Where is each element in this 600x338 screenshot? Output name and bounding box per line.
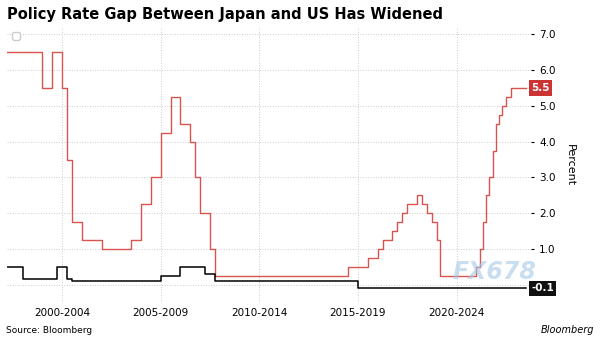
Text: FX678: FX678: [452, 260, 536, 284]
Legend: : [12, 32, 20, 40]
Text: Source: Bloomberg: Source: Bloomberg: [6, 325, 92, 335]
Text: Policy Rate Gap Between Japan and US Has Widened: Policy Rate Gap Between Japan and US Has…: [7, 7, 443, 22]
Text: -0.1: -0.1: [531, 283, 554, 293]
Y-axis label: Percent: Percent: [565, 144, 575, 186]
Text: 5.5: 5.5: [531, 83, 550, 93]
Text: Bloomberg: Bloomberg: [541, 324, 594, 335]
